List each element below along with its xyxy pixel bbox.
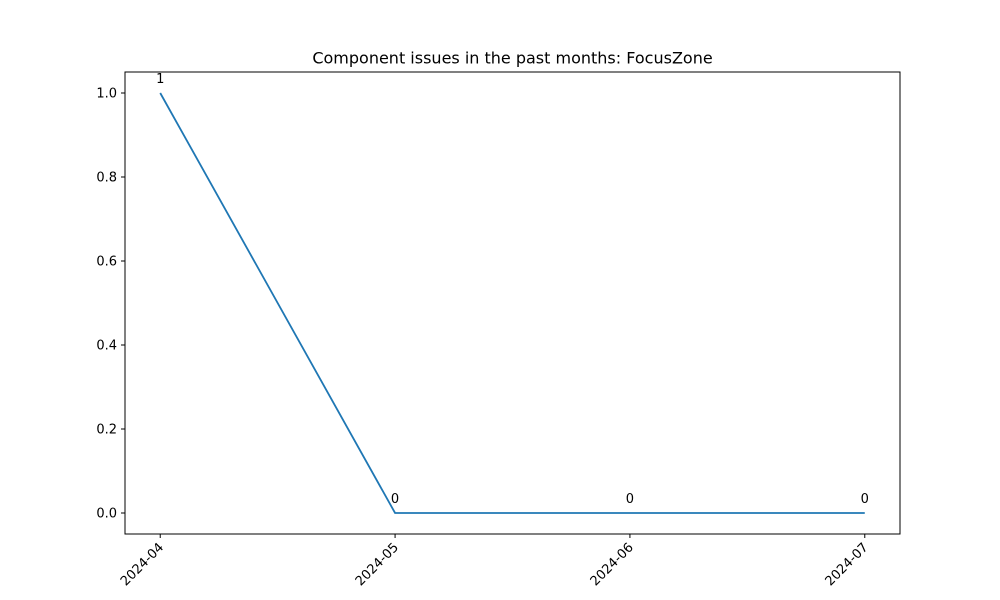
data-label: 0 xyxy=(626,492,634,507)
y-tick-label: 1.0 xyxy=(96,87,117,102)
plot-frame xyxy=(124,71,901,535)
x-tick-label: 2024-05 xyxy=(353,540,402,589)
chart-title: Component issues in the past months: Foc… xyxy=(312,49,712,68)
y-axis: 0.0 0.2 0.4 0.6 0.8 1.0 xyxy=(96,87,125,522)
series-layer xyxy=(159,92,865,514)
x-axis: 2024-04 2024-05 2024-06 2024-07 xyxy=(118,534,872,589)
data-label: 1 xyxy=(156,72,164,87)
x-tick-label: 2024-04 xyxy=(118,540,167,589)
y-tick-label: 0.0 xyxy=(96,507,117,522)
data-label: 0 xyxy=(391,492,399,507)
y-tick-label: 0.8 xyxy=(96,171,117,186)
data-label: 0 xyxy=(861,492,869,507)
x-tick-label: 2024-06 xyxy=(588,540,637,589)
y-tick-label: 0.2 xyxy=(96,423,117,438)
y-tick-label: 0.4 xyxy=(96,339,117,354)
data-labels: 1 0 0 0 xyxy=(156,72,869,507)
series-line xyxy=(159,92,865,514)
y-tick-label: 0.6 xyxy=(96,255,117,270)
x-tick-label: 2024-07 xyxy=(823,540,872,589)
